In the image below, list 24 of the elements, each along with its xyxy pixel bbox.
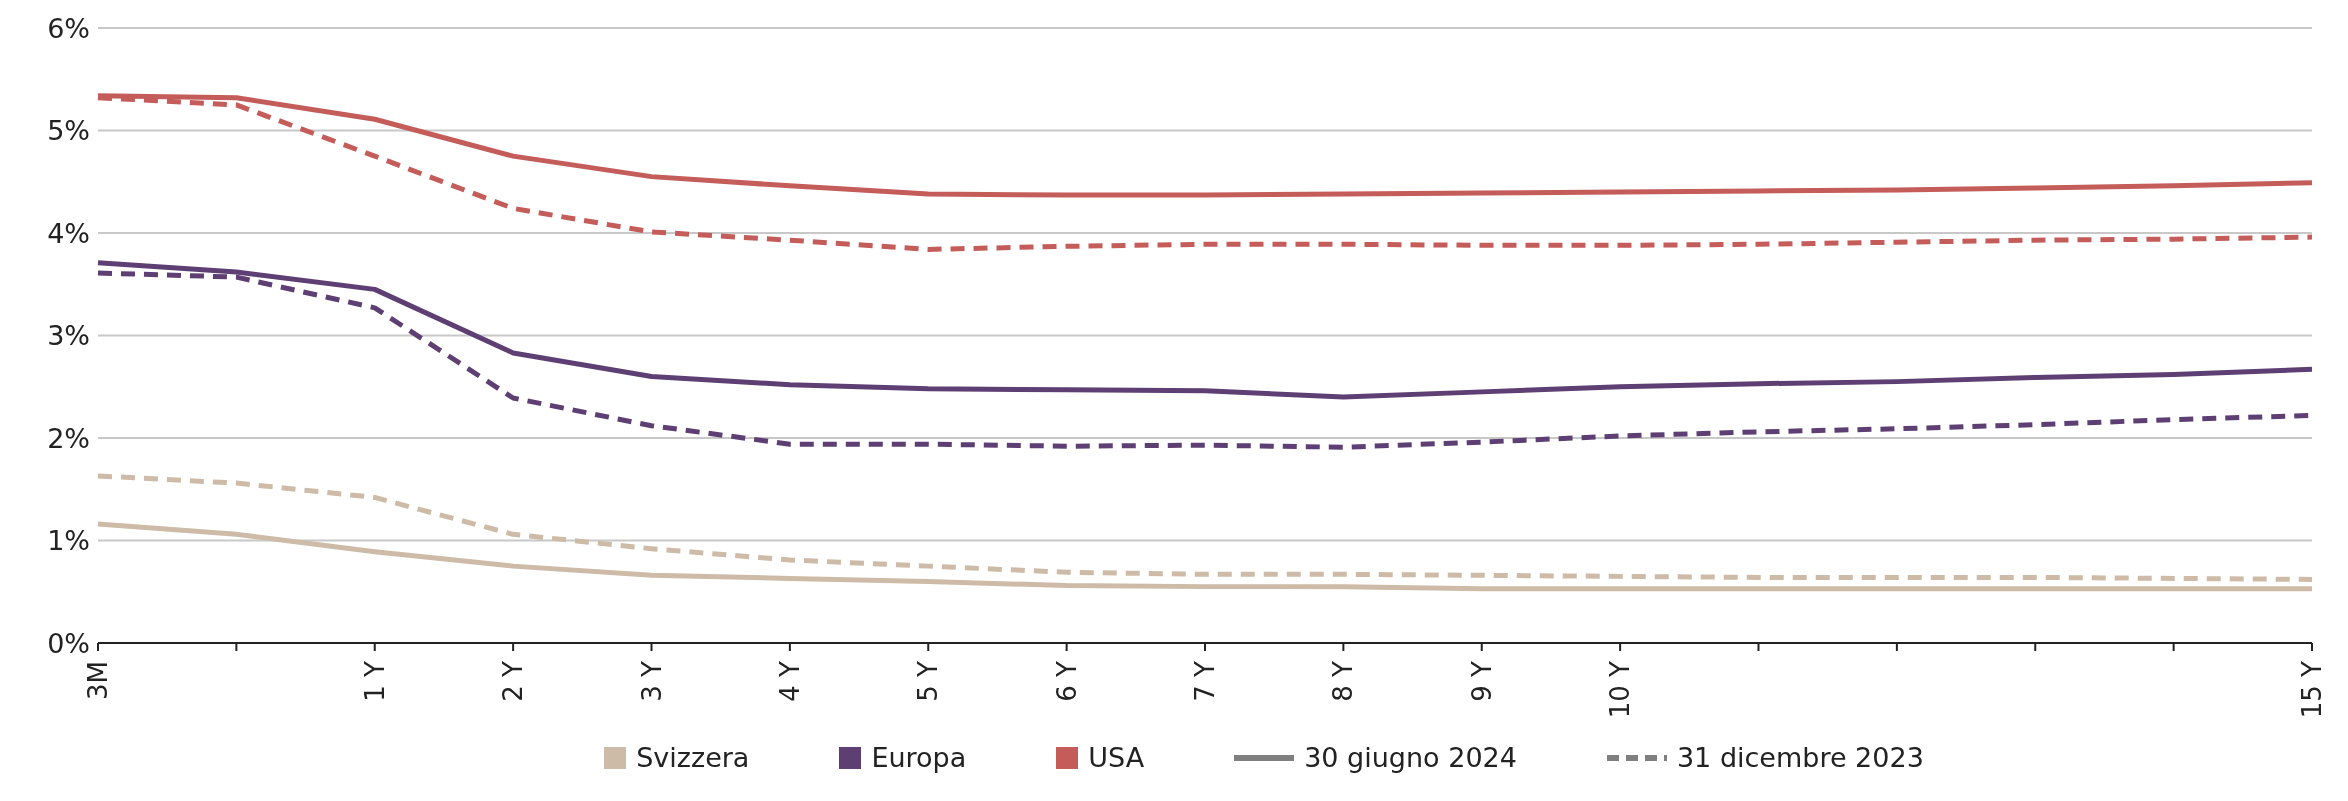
y-tick-label: 6% <box>47 12 90 44</box>
y-tick-label: 5% <box>47 115 90 147</box>
x-tick-label: 9 Y <box>1466 660 1497 702</box>
x-tick-label: 1 Y <box>359 660 390 702</box>
text: 30 giugno 2024 <box>1303 742 1517 773</box>
x-tick-label: 4 Y <box>774 660 805 702</box>
y-tick-label: 4% <box>47 217 90 249</box>
x-tick-label: 7 Y <box>1190 660 1220 702</box>
legend-label: Svizzera <box>635 742 750 773</box>
y-tick-label: 0% <box>47 627 90 659</box>
x-tick-label: 5 Y <box>913 660 944 702</box>
y-tick-label: 1% <box>47 525 90 557</box>
x-tick-label: 2 Y <box>498 660 529 702</box>
x-tick-label: 3 Y <box>636 660 667 702</box>
y-tick-label: 3% <box>47 320 90 352</box>
legend-label: Europa <box>870 742 967 773</box>
x-tick-label: 3M <box>83 661 113 700</box>
x-tick-label: 8 Y <box>1328 660 1359 702</box>
y-tick-label: 2% <box>47 422 90 454</box>
legend-label: USA <box>1087 742 1145 773</box>
x-tick-label: 6 Y <box>1051 660 1082 702</box>
x-tick-label: 15 Y <box>2297 660 2327 719</box>
text: 31 dicembre 2023 <box>1675 742 1924 773</box>
x-tick-label: 10 Y <box>1605 660 1636 719</box>
